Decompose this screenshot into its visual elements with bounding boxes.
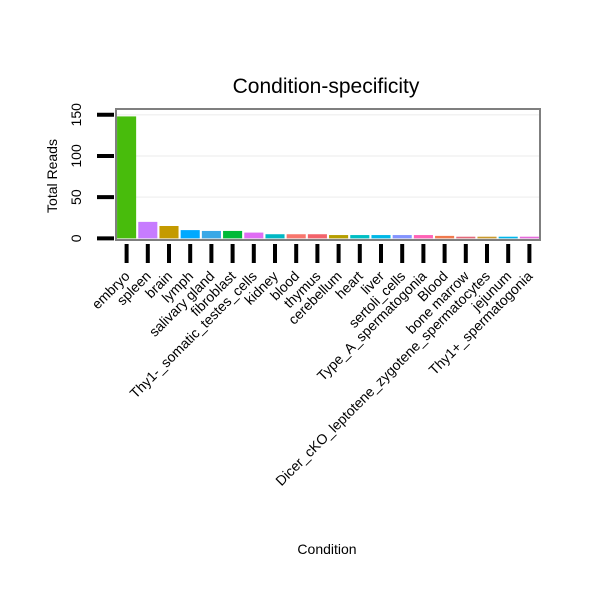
bar-sertoli-cells [392, 235, 412, 239]
bar-spleen [138, 221, 158, 239]
plot-border [115, 108, 541, 241]
bar-embryo [117, 116, 137, 239]
bar-salivary-gland [201, 230, 221, 239]
bar-heart [350, 235, 370, 239]
bar-blood [435, 235, 455, 239]
bar-thymus [307, 234, 327, 239]
y-tick-label: 50 [68, 189, 84, 205]
bar-jejunum [498, 236, 518, 239]
gridlines [116, 114, 540, 240]
bars [117, 116, 539, 239]
bar-cerebellum [329, 235, 349, 239]
bar-dicer-cko-leptotene-zygotene-spermatocytes [477, 236, 497, 239]
bar-thy1-somatic-testes-cells [244, 232, 264, 239]
bar-brain [159, 225, 179, 239]
bar-fibroblast [223, 230, 243, 239]
x-axis-label: Condition [297, 541, 356, 557]
y-axis: 0 50 100 150 [68, 103, 114, 242]
bar-liver [371, 235, 391, 239]
chart-title: Condition-specificity [233, 75, 420, 98]
bar-kidney [265, 234, 285, 239]
y-tick-label: 0 [68, 234, 84, 242]
bar-blood [286, 234, 306, 239]
y-tick-label: 100 [68, 144, 84, 168]
bar-lymph [180, 230, 200, 239]
bar-type-a-spermatogonia [413, 235, 433, 239]
bar-bone-marrow [456, 236, 476, 239]
y-axis-label: Total Reads [44, 139, 60, 213]
bar-thy1-spermatogonia [519, 236, 539, 239]
y-tick-label: 150 [68, 103, 84, 127]
